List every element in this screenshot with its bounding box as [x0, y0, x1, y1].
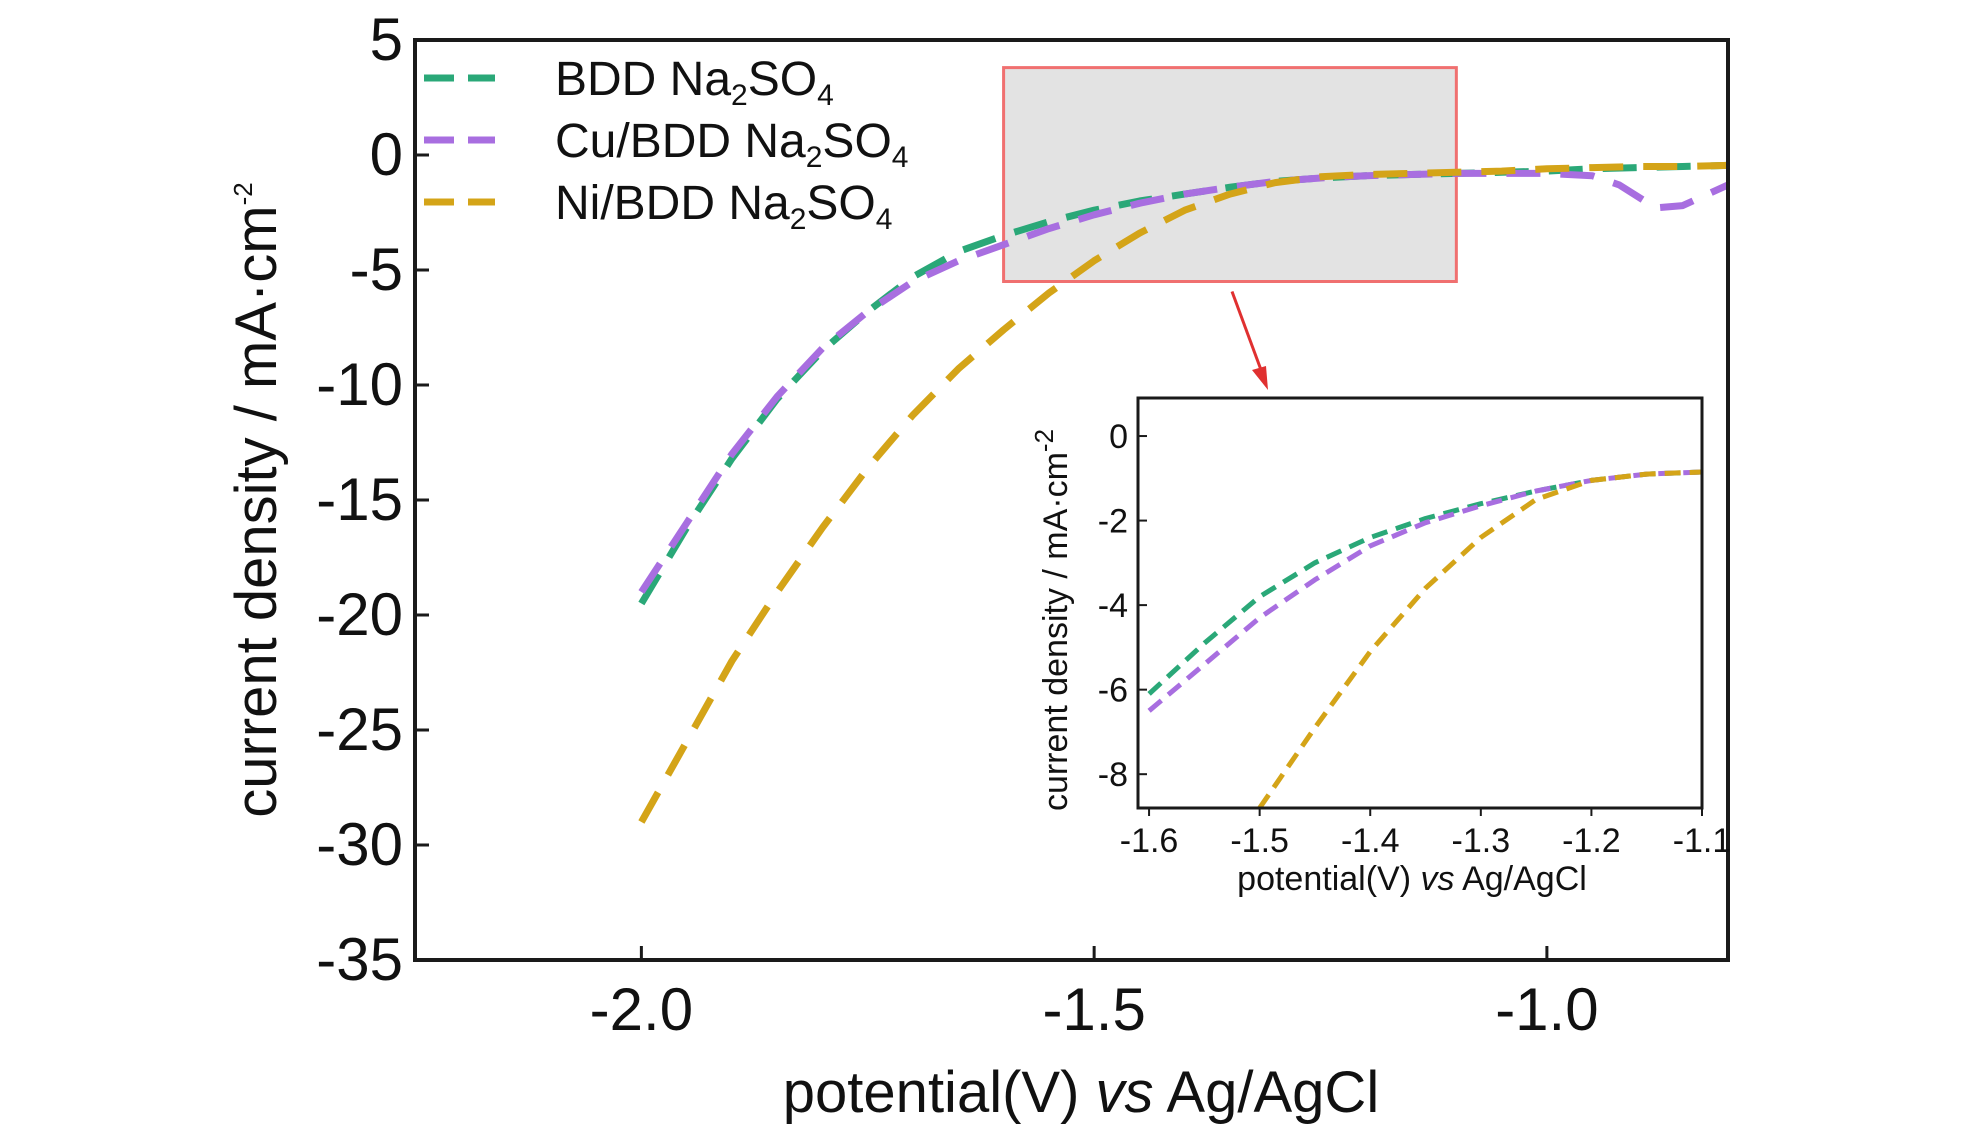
zoom-arrow-head [1252, 366, 1268, 390]
inset-plot: 0 -2 -4 -6 -8 -1.6 -1.5 -1.4 -1.3 -1.2 -1.1 poten… [1029, 396, 1732, 898]
inset-x-axis-title-italic: vs [1421, 860, 1455, 898]
inset-x-tick-label: -1.1 [1673, 822, 1732, 860]
legend-label-part: SO [806, 177, 875, 230]
legend-label-subscript: 2 [790, 203, 807, 236]
inset-series-line-ni-bdd-na2so4 [1257, 469, 1703, 810]
y-tick-label: -25 [316, 696, 403, 763]
inset-y-tick-label: -6 [1098, 672, 1128, 710]
inset-series-layer [1147, 469, 1703, 810]
x-axis-title-italic: vs [1096, 1060, 1154, 1125]
y-tick-label: 5 [370, 6, 403, 73]
inset-background [1138, 398, 1702, 808]
inset-x-tick-label: -1.2 [1562, 822, 1621, 860]
legend-label-subscript: 2 [806, 141, 823, 174]
main-series-layer [638, 161, 1730, 824]
inset-plot-frame [1136, 396, 1704, 810]
y-axis-title-superscript: -2 [228, 182, 258, 205]
main-y-axis: 5 0 -5 -10 -15 -20 -25 -30 -35 [316, 6, 429, 993]
inset-x-axis: -1.6 -1.5 -1.4 -1.3 -1.2 -1.1 [1120, 808, 1732, 860]
inset-y-axis-title: current density / mA·cm-2 [1029, 429, 1075, 811]
inset-series-line-cu-bdd-na2so4 [1147, 469, 1703, 713]
y-tick-label: -5 [350, 236, 403, 303]
x-tick-label: -1.5 [1042, 976, 1145, 1043]
inset-y-axis-title-superscript: -2 [1029, 429, 1059, 452]
inset-y-tick-label: -2 [1098, 503, 1128, 541]
zoom-arrow-shaft [1230, 290, 1266, 379]
legend-label-part: SO [748, 53, 817, 106]
legend-label-part: Ni/BDD Na [555, 177, 790, 230]
x-tick-label: -1.0 [1495, 976, 1598, 1043]
inset-x-tick-label: -1.6 [1120, 822, 1179, 860]
y-axis-title-base: current density / mA·cm [224, 205, 289, 817]
inset-x-tick-label: -1.3 [1452, 822, 1511, 860]
inset-y-axis-title-base: current density / mA·cm [1037, 452, 1075, 811]
legend-label-part: Cu/BDD Na [555, 115, 806, 168]
x-axis-title-suffix: Ag/AgCl [1154, 1060, 1380, 1125]
x-axis-title: potential(V) vs Ag/AgCl [783, 1060, 1379, 1125]
y-tick-label: -30 [316, 811, 403, 878]
inset-x-axis-title-prefix: potential(V) [1237, 860, 1420, 898]
y-axis-title: current density / mA·cm-2 [224, 182, 289, 818]
main-x-axis: -2.0 -1.5 -1.0 [590, 946, 1599, 1043]
inset-x-tick-label: -1.4 [1341, 822, 1400, 860]
inset-series-line-bdd-na2so4 [1147, 469, 1703, 696]
legend-label-subscript: 2 [731, 79, 748, 112]
x-tick-label: -2.0 [590, 976, 693, 1043]
y-tick-label: -15 [316, 466, 403, 533]
y-tick-label: 0 [370, 121, 403, 188]
inset-x-tick-label: -1.5 [1230, 822, 1289, 860]
legend-label-part: BDD Na [555, 53, 731, 106]
inset-x-axis-title: potential(V) vs Ag/AgCl [1237, 860, 1587, 898]
main-plot: 50-5-10-15-20-25-30-35 -2.0 -1.5 -1.0 pote… [224, 6, 1730, 1125]
y-tick-label: -35 [316, 926, 403, 993]
inset-y-tick-label: -8 [1098, 756, 1128, 794]
legend-label-bdd-na2so4: BDD Na2SO4 [555, 53, 834, 112]
zoom-arrow [1230, 290, 1268, 390]
inset-y-tick-label: -4 [1098, 587, 1128, 625]
x-axis-title-prefix: potential(V) [783, 1060, 1096, 1125]
legend-label-subscript: 4 [892, 141, 909, 174]
legend-label-part: SO [822, 115, 891, 168]
inset-y-tick-label: 0 [1109, 418, 1128, 456]
y-tick-label: -10 [316, 351, 403, 418]
legend-label-subscript: 4 [817, 79, 834, 112]
legend-label-ni-bdd-na2so4: Ni/BDD Na2SO4 [555, 177, 892, 236]
series-line-cu-bdd-na2so4 [638, 169, 1730, 594]
y-tick-label: -20 [316, 581, 403, 648]
inset-y-axis: 0 -2 -4 -6 -8 [1098, 418, 1147, 794]
legend-label-subscript: 4 [876, 203, 893, 236]
series-line-ni-bdd-na2so4 [638, 161, 1729, 824]
inset-x-axis-title-suffix: Ag/AgCl [1455, 860, 1587, 898]
legend-label-cu-bdd-na2so4: Cu/BDD Na2SO4 [555, 115, 908, 174]
